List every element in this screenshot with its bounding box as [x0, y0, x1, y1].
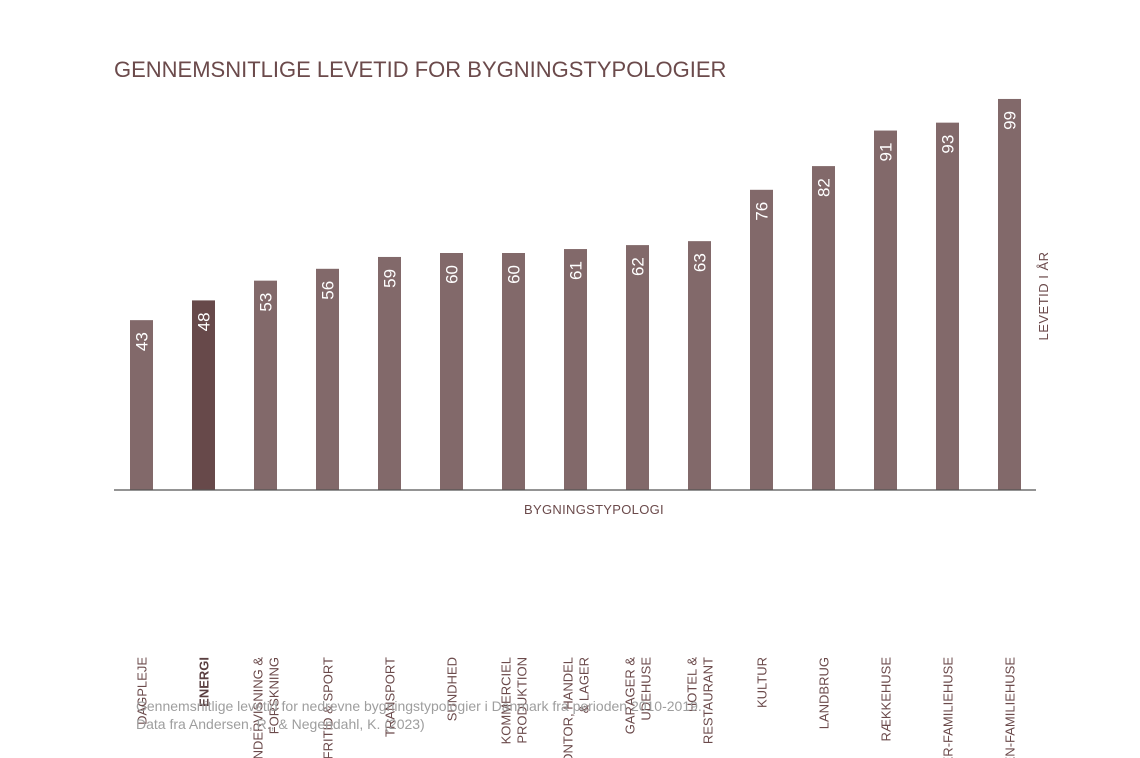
bar-value-label-0: 43: [133, 332, 152, 351]
bar-10: [750, 189, 773, 491]
footnote-line-2: Data fra Andersen, R., & Negendahl, K. (…: [136, 716, 425, 732]
category-label-10: KULTUR: [755, 657, 770, 708]
category-label-6-line-1: PRODUKTION: [515, 657, 530, 744]
bar-7: [564, 249, 587, 490]
bar-5: [440, 253, 463, 490]
category-label-0: DAGPLEJE: [135, 657, 150, 725]
category-label-14: EN-FAMILIEHUSE: [1003, 657, 1018, 758]
bar-value-label-2: 53: [257, 293, 276, 312]
category-label-9-line-0: HOTEL &: [685, 657, 700, 712]
chart-title: GENNEMSNITLIGE LEVETID FOR BYGNINGSTYPOL…: [114, 57, 726, 82]
bar-value-label-10: 76: [753, 202, 772, 221]
bars-group: 43 48 53 56 59 60 60 61 62 63 76 82 91 93 99: [130, 98, 1021, 491]
category-label-4: TRANSPORT: [383, 657, 398, 737]
category-label-2-line-1: FORSKNING: [267, 657, 282, 734]
bar-value-label-12: 91: [877, 143, 896, 162]
x-axis-label: BYGNINGSTYPOLOGI: [524, 502, 664, 517]
bar-3: [316, 268, 339, 490]
bar-0: [130, 320, 153, 490]
category-label-12: RÆKKEHUSE: [879, 657, 894, 742]
bar-value-label-14: 99: [1001, 111, 1020, 130]
category-label-1: ENERGI: [197, 657, 212, 707]
category-label-2-line-0: UNDERVISNING &: [251, 657, 266, 758]
y-axis-label: LEVETID I ÅR: [1036, 251, 1051, 340]
bar-14: [998, 98, 1021, 490]
category-label-8-line-0: GARAGER &: [623, 657, 638, 735]
category-label-13: FLER-FAMILIEHUSE: [941, 657, 956, 758]
bar-12: [874, 130, 897, 491]
bar-value-label-11: 82: [815, 178, 834, 197]
category-label-6-line-0: KOMMERCIEL: [499, 657, 514, 744]
bar-13: [936, 122, 959, 491]
category-label-11: LANDBRUG: [817, 657, 832, 729]
bar-value-label-9: 63: [691, 253, 710, 272]
category-label-8-line-1: UDEHUSE: [639, 657, 654, 721]
bar-value-label-6: 60: [505, 265, 524, 284]
category-label-5: SUNDHED: [445, 657, 460, 721]
category-labels-group: DAGPLEJE ENERGI UNDERVISNING & FORSKNING FRI…: [135, 657, 1018, 758]
category-label-9-line-1: RESTAURANT: [701, 657, 716, 744]
bar-value-label-5: 60: [443, 265, 462, 284]
bar-8: [626, 245, 649, 490]
bar-value-label-7: 61: [567, 261, 586, 280]
bar-11: [812, 166, 835, 490]
bar-9: [688, 241, 711, 490]
bar-value-label-13: 93: [939, 135, 958, 154]
category-label-7-line-0: KONTOR, HANDEL: [561, 657, 576, 758]
bar-value-label-8: 62: [629, 257, 648, 276]
bar-6: [502, 253, 525, 490]
category-label-7-line-1: & LAGER: [577, 657, 592, 713]
bar-value-label-1: 48: [195, 312, 214, 331]
bar-value-label-4: 59: [381, 269, 400, 288]
footnote-line-1: Gennemsnitlige levetid for nedrevne bygn…: [136, 698, 702, 714]
bar-1: [192, 300, 215, 490]
bar-value-label-3: 56: [319, 281, 338, 300]
bar-4: [378, 256, 401, 490]
category-label-3: FRITID & SPORT: [321, 657, 336, 758]
bar-2: [254, 280, 277, 490]
